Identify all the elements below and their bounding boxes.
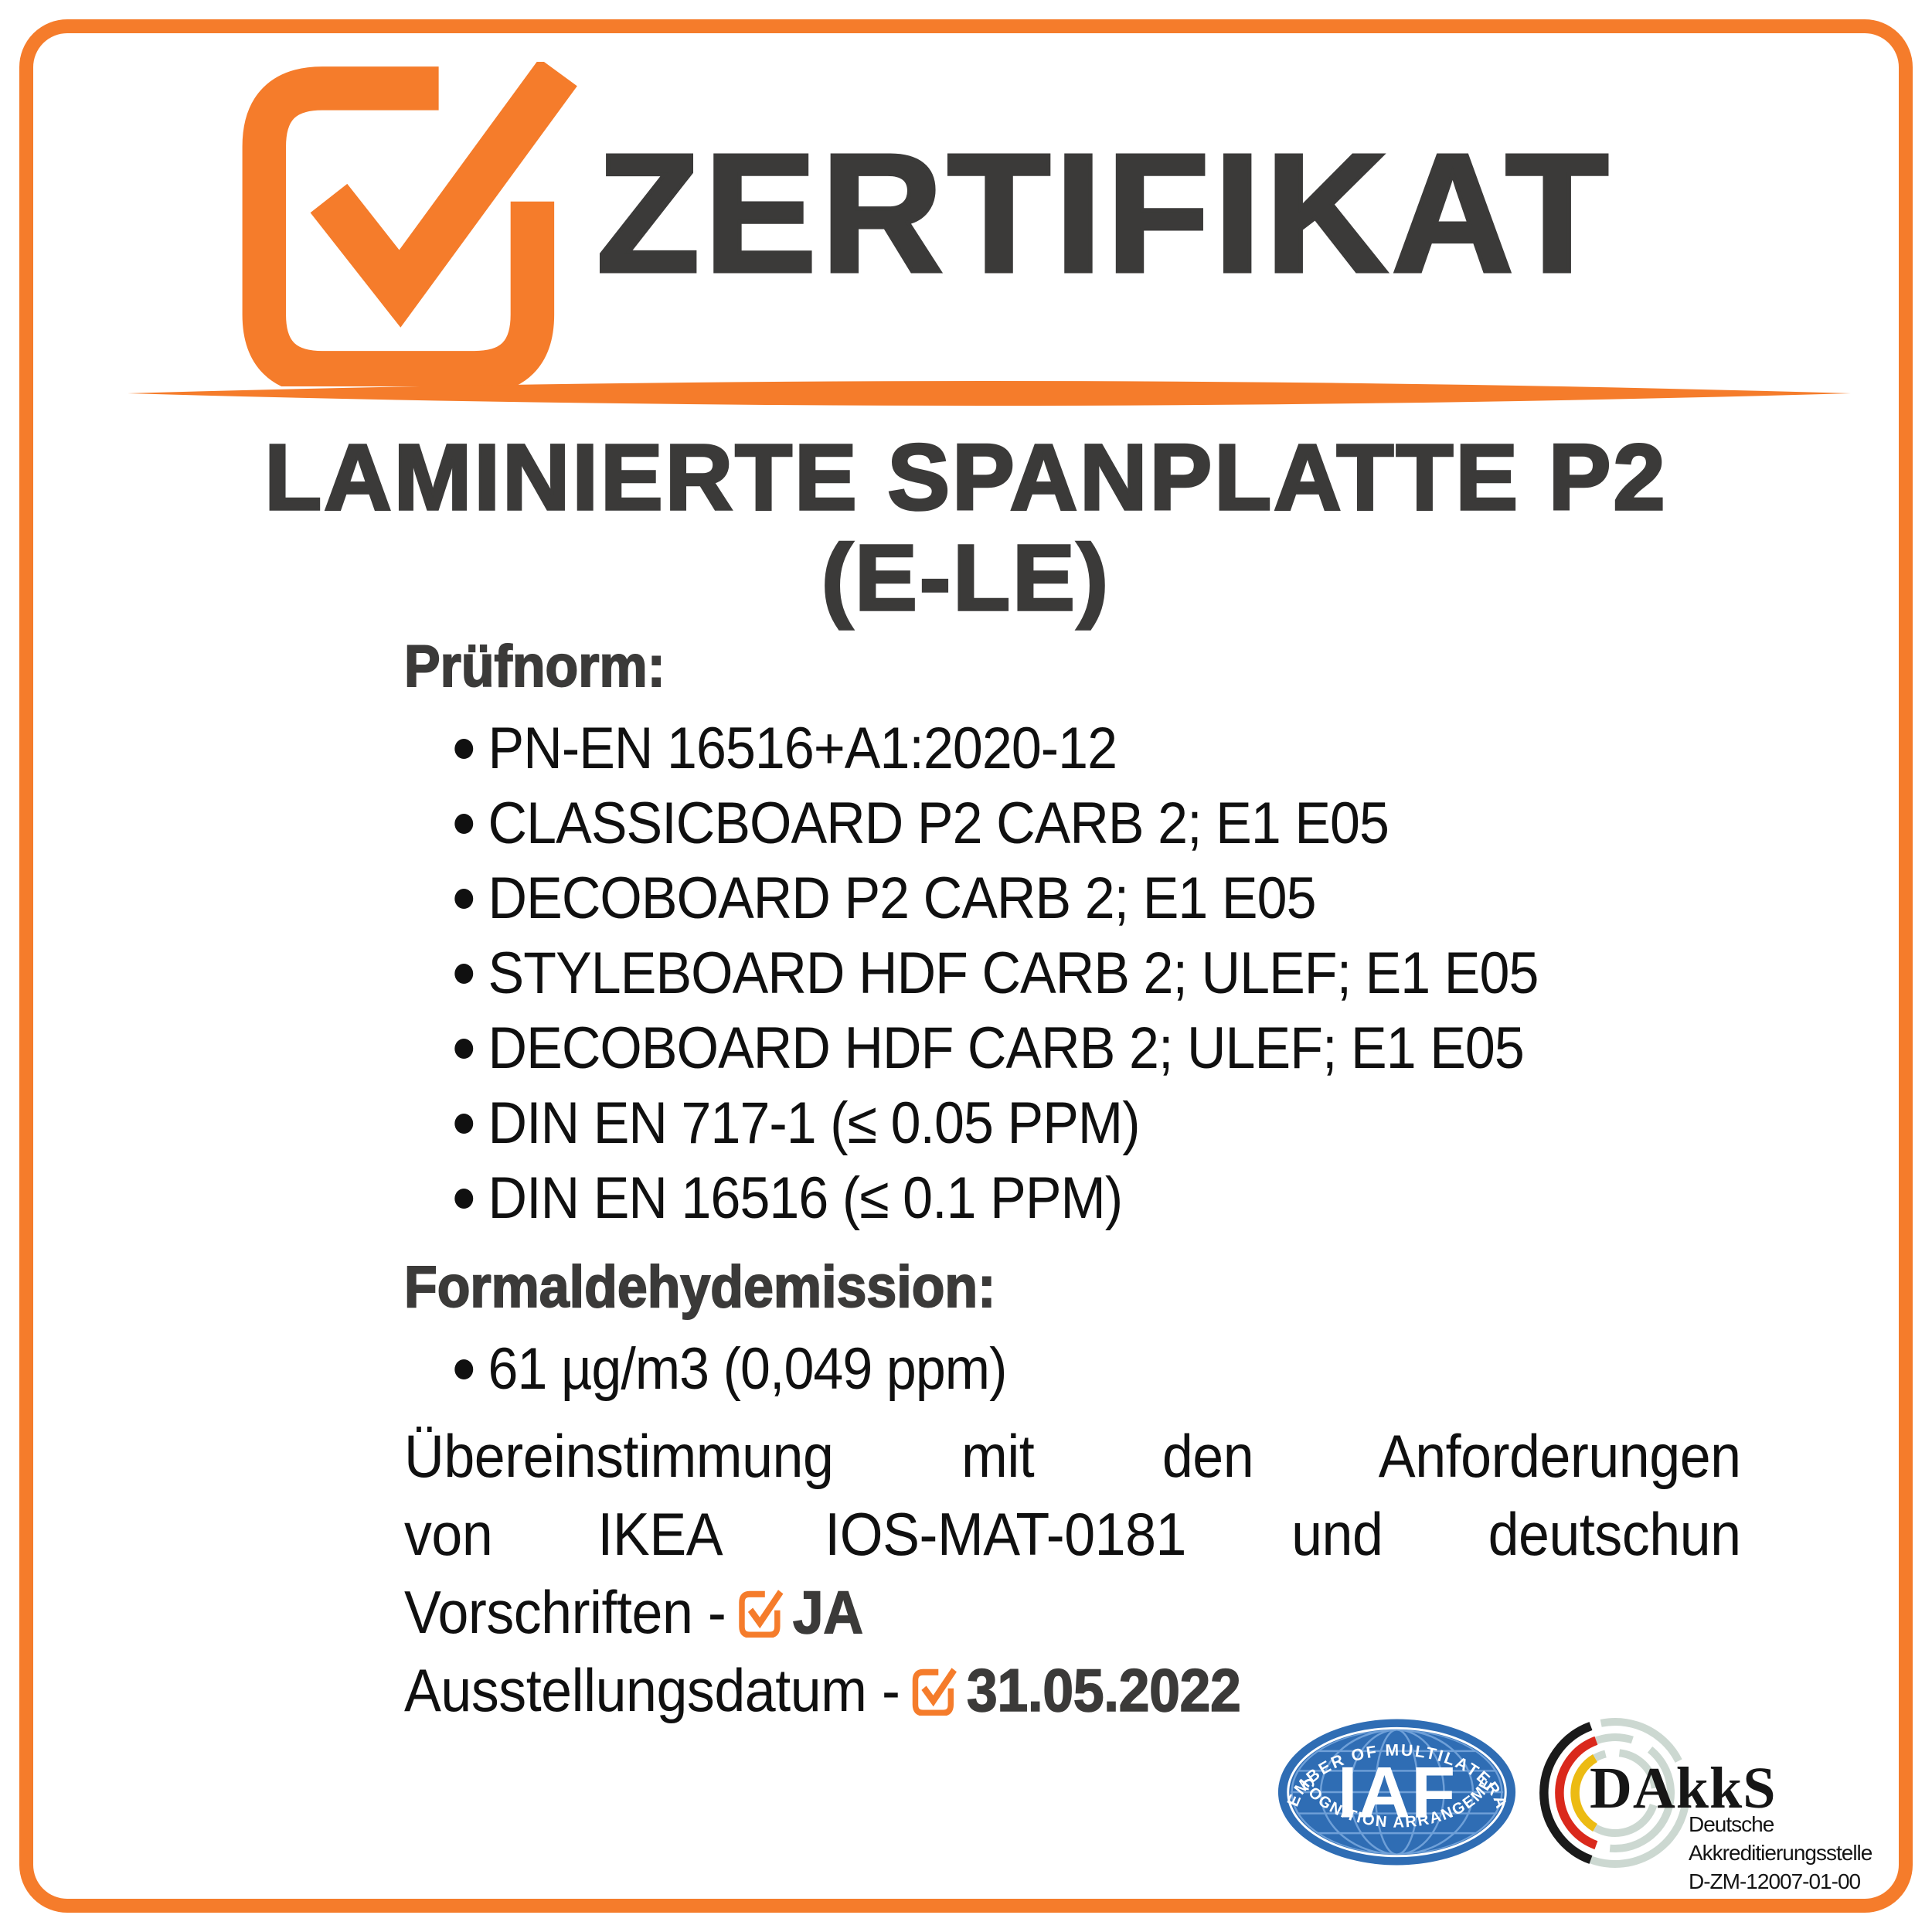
product-name-line1: LAMINIERTE SPANPLATTE P2 <box>264 424 1668 529</box>
compliance-paragraph: Übereinstimmung mit den Anforderungen vo… <box>404 1417 1741 1730</box>
product-name-line2: (E-LE) <box>820 525 1111 630</box>
list-item: PN-EN 16516+A1:2020-12 <box>454 711 1741 786</box>
issue-date-line: Ausstellungsdatum - 31.05.2022 <box>404 1651 1741 1730</box>
iaf-logo: IAF MEMBER OF MULTILATERAL RECOGNITION A… <box>1275 1716 1516 1866</box>
dakks-arcs-icon <box>1536 1718 1689 1868</box>
list-item: DECOBOARD HDF CARB 2; ULEF; E1 E05 <box>454 1011 1741 1086</box>
compliance-answer: JA <box>792 1577 864 1647</box>
issue-date-label: Ausstellungsdatum - <box>404 1656 900 1724</box>
page-title: ZERTIFIKAT <box>594 120 1614 308</box>
list-item: 61 µg/m3 (0,049 ppm) <box>454 1332 1741 1406</box>
dakks-text-line2: Akkreditierungsstelle <box>1689 1841 1872 1865</box>
list-item: CLASSICBOARD P2 CARB 2; E1 E05 <box>454 786 1741 861</box>
dakks-wordmark: DAkkS <box>1590 1756 1777 1821</box>
issue-date-value: 31.05.2022 <box>966 1655 1241 1725</box>
certificate-body: Prüfnorm: PN-EN 16516+A1:2020-12 CLASSICB… <box>403 633 1741 1730</box>
section-label-formaldehyd: Formaldehydemission: <box>403 1253 996 1321</box>
list-item: STYLEBOARD HDF CARB 2; ULEF; E1 E05 <box>454 936 1741 1011</box>
checked-checkbox-icon <box>738 1590 784 1638</box>
divider-line <box>128 381 1851 406</box>
checked-checkbox-icon <box>242 62 577 386</box>
product-heading: LAMINIERTE SPANPLATTE P2 (E-LE) <box>0 424 1932 630</box>
list-item: DIN EN 717-1 (≤ 0.05 PPM) <box>454 1086 1741 1161</box>
checked-checkbox-icon <box>912 1668 957 1716</box>
section-label-pruefnorm: Prüfnorm: <box>403 633 666 700</box>
formaldehyd-list: 61 µg/m3 (0,049 ppm) <box>404 1332 1741 1406</box>
compliance-line1: Übereinstimmung mit den Anforderungen <box>404 1422 1741 1490</box>
dakks-text-line3: D-ZM-12007-01-00 <box>1689 1869 1861 1893</box>
list-item: DIN EN 16516 (≤ 0.1 PPM) <box>454 1161 1741 1236</box>
compliance-line2: von IKEA IOS-MAT-0181 und deutschun <box>404 1500 1741 1568</box>
iaf-acronym: IAF <box>1338 1751 1457 1832</box>
dakks-logo: DAkkS Deutsche Akkreditierungsstelle D-Z… <box>1534 1714 1897 1900</box>
compliance-line3: Vorschriften - JA <box>404 1573 1741 1651</box>
list-item: DECOBOARD P2 CARB 2; E1 E05 <box>454 861 1741 936</box>
dakks-text-line1: Deutsche <box>1689 1812 1774 1836</box>
dakks-text-block: Deutsche Akkreditierungsstelle D-ZM-1200… <box>1689 1810 1872 1896</box>
compliance-line3-text: Vorschriften - <box>404 1578 726 1646</box>
pruefnorm-list: PN-EN 16516+A1:2020-12 CLASSICBOARD P2 CA… <box>404 711 1741 1236</box>
